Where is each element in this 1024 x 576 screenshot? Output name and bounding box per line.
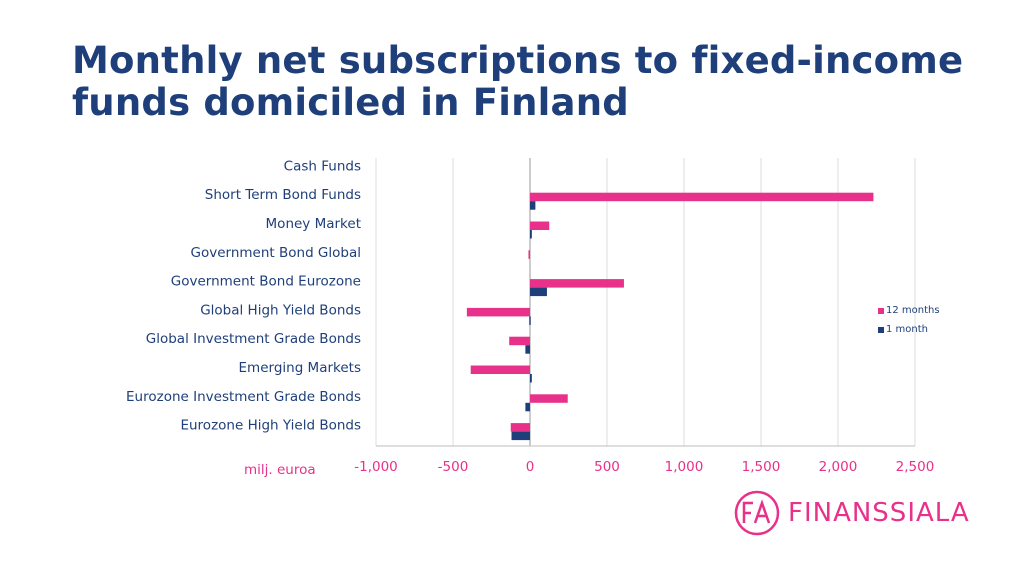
category-label-money-market: Money Market	[266, 216, 361, 232]
legend-swatch-12-months	[878, 307, 884, 314]
bar-1-month-government-bond-eurozone	[530, 287, 547, 297]
bar-12-months-government-bond-eurozone	[530, 279, 624, 288]
bar-12-months-global-investment-grade-bonds	[509, 336, 530, 346]
category-label-global-high-yield-bonds: Global High Yield Bonds	[200, 302, 361, 318]
bar-12-months-global-high-yield-bonds	[466, 307, 530, 317]
x-tick-label: -500	[438, 459, 469, 475]
x-tick-label: 1,500	[742, 459, 781, 475]
category-label-emerging-markets: Emerging Markets	[239, 360, 361, 376]
bar-1-month-eurozone-high-yield-bonds	[511, 431, 530, 441]
legend-item-12-months: 12 months	[878, 301, 940, 320]
title-line-1: Monthly net subscriptions to fixed-incom…	[72, 39, 964, 82]
legend-item-1-month: 1 month	[878, 320, 940, 339]
bar-12-months-eurozone-high-yield-bonds	[510, 423, 530, 432]
x-tick-label: -1,000	[354, 459, 398, 475]
x-tick-label: 2,500	[896, 459, 935, 475]
fa-logo-icon	[734, 490, 780, 536]
bar-1-month-emerging-markets	[530, 374, 532, 383]
bar-1-month-short-term-bond-funds	[530, 201, 536, 210]
page-title: Monthly net subscriptions to fixed-incom…	[72, 40, 972, 124]
bar-1-month-money-market	[530, 230, 532, 239]
bar-12-months-money-market	[530, 221, 550, 230]
x-tick-label: 2,000	[819, 459, 858, 475]
category-label-cash-funds: Cash Funds	[284, 158, 361, 174]
axis-unit-label: milj. euroa	[244, 462, 316, 478]
chart-legend: 12 months 1 month	[878, 301, 940, 339]
x-tick-label: 500	[594, 459, 620, 475]
bar-12-months-eurozone-investment-grade-bonds	[530, 394, 568, 403]
category-label-government-bond-eurozone: Government Bond Eurozone	[171, 274, 361, 290]
category-label-short-term-bond-funds: Short Term Bond Funds	[205, 187, 361, 203]
bar-1-month-eurozone-investment-grade-bonds	[525, 402, 530, 412]
bar-12-months-emerging-markets	[470, 365, 530, 374]
category-label-global-investment-grade-bonds: Global Investment Grade Bonds	[146, 331, 361, 347]
title-line-2: funds domiciled in Finland	[72, 81, 629, 124]
bar-1-month-global-investment-grade-bonds	[525, 345, 530, 354]
category-label-eurozone-investment-grade-bonds: Eurozone Investment Grade Bonds	[126, 389, 361, 405]
legend-swatch-1-month	[878, 326, 884, 333]
x-tick-label: 0	[526, 459, 535, 475]
logo-text: FINANSSIALA	[788, 498, 970, 528]
category-label-eurozone-high-yield-bonds: Eurozone High Yield Bonds	[180, 418, 361, 434]
category-label-government-bond-global: Government Bond Global	[191, 245, 361, 261]
legend-label-12-months: 12 months	[886, 305, 940, 316]
x-tick-label: 1,000	[665, 459, 704, 475]
bar-12-months-short-term-bond-funds	[530, 192, 874, 202]
bar-1-month-global-high-yield-bonds	[529, 316, 531, 325]
bar-12-months-government-bond-global	[528, 250, 530, 259]
finanssiala-logo: FINANSSIALA	[734, 490, 970, 536]
legend-label-1-month: 1 month	[886, 324, 928, 335]
